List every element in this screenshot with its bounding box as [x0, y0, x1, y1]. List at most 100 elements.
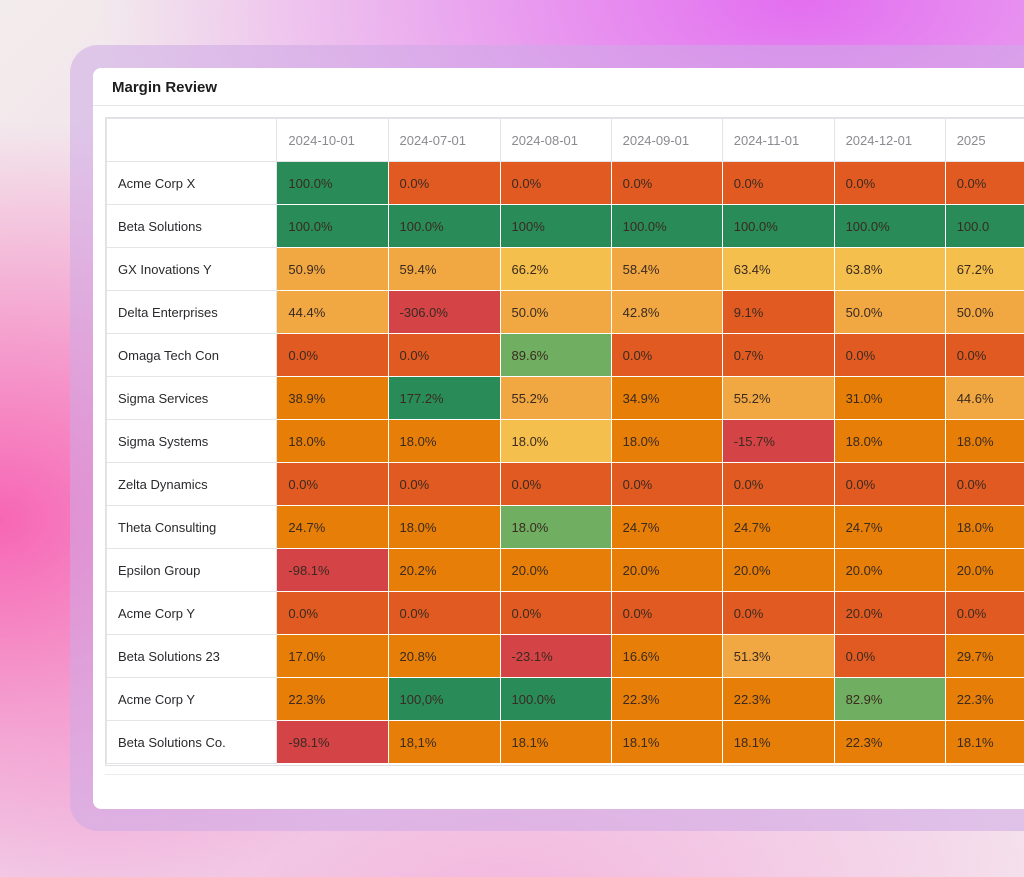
heatmap-cell: 18.0%: [610, 419, 723, 463]
heatmap-cell: 38.9%: [276, 376, 389, 420]
table-row: Omaga Tech Con 0.0% 0.0% 89.6% 0.0% 0.7% 0.0% 0…: [106, 333, 1024, 377]
heatmap-cell: -98.1%: [276, 548, 389, 592]
heatmap-cell: 18,1%: [387, 720, 501, 764]
heatmap-cell: 0.0%: [721, 591, 835, 635]
heatmap-cell: 44.6%: [944, 376, 1024, 420]
heatmap-cell: 50.0%: [499, 290, 612, 334]
heatmap-cell: 24.7%: [610, 505, 723, 549]
heatmap-cell: 18.0%: [499, 505, 612, 549]
table-row: Acme Corp X 100.0% 0.0% 0.0% 0.0% 0.0% 0.0% 0.0…: [106, 161, 1024, 205]
heatmap-cell: 0.0%: [499, 161, 612, 205]
table-row: Sigma Systems 18.0% 18.0% 18.0% 18.0% -15.7% 1…: [106, 419, 1024, 463]
heatmap-cell: 24.7%: [721, 505, 835, 549]
heatmap-cell: 51.3%: [721, 634, 835, 678]
heatmap-cell: -23.1%: [499, 634, 612, 678]
heatmap-cell: 0.0%: [721, 462, 835, 506]
heatmap-cell: 0.0%: [610, 333, 723, 377]
row-label: Zelta Dynamics: [106, 462, 278, 506]
heatmap-cell: -15.7%: [721, 419, 835, 463]
heatmap-cell: 55.2%: [499, 376, 612, 420]
column-header[interactable]: 2025: [944, 118, 1024, 162]
row-label: Epsilon Group: [106, 548, 278, 592]
row-label: Delta Enterprises: [106, 290, 278, 334]
heatmap-cell: 0.0%: [610, 161, 723, 205]
heatmap-cell: 82.9%: [833, 677, 946, 721]
heatmap-cell: 17.0%: [276, 634, 389, 678]
heatmap-cell: 50.0%: [944, 290, 1024, 334]
heatmap-cell: 100.0%: [610, 204, 723, 248]
heatmap-cell: 55.2%: [721, 376, 835, 420]
margin-review-card: Margin Review 2024-10-01 2024-07-01 2024-0…: [93, 68, 1024, 809]
heatmap-cell: 67.2%: [944, 247, 1024, 291]
column-header[interactable]: 2024-12-01: [833, 118, 946, 162]
heatmap-cell: 18.0%: [833, 419, 946, 463]
heatmap-cell: 29.7%: [944, 634, 1024, 678]
heatmap-cell: 0.0%: [833, 333, 946, 377]
heatmap-cell: 20.0%: [499, 548, 612, 592]
heatmap-cell: 0.0%: [387, 161, 501, 205]
heatmap-cell: 66.2%: [499, 247, 612, 291]
heatmap-cell: 63.8%: [833, 247, 946, 291]
heatmap-cell: 100.0: [944, 204, 1024, 248]
heatmap-cell: 100.0%: [721, 204, 835, 248]
heatmap-cell: 18.1%: [944, 720, 1024, 764]
table-row: GX Inovations Y 50.9% 59.4% 66.2% 58.4% 63.4%…: [106, 247, 1024, 291]
heatmap-cell: 0.0%: [944, 591, 1024, 635]
heatmap-cell: 0.0%: [721, 161, 835, 205]
row-label: Omaga Tech Con: [106, 333, 278, 377]
heatmap-cell: 0.0%: [833, 634, 946, 678]
header-row: 2024-10-01 2024-07-01 2024-08-01 2024-09-01…: [106, 118, 1024, 162]
heatmap-cell: 0.0%: [276, 462, 389, 506]
heatmap-cell: 20.0%: [610, 548, 723, 592]
heatmap-cell: 100%: [499, 204, 612, 248]
heatmap-cell: 0.0%: [387, 591, 501, 635]
heatmap-cell: 89.6%: [499, 333, 612, 377]
row-label: Beta Solutions Co.: [106, 720, 278, 764]
heatmap-cell: 16.6%: [610, 634, 723, 678]
column-header[interactable]: 2024-07-01: [387, 118, 501, 162]
heatmap-cell: 0.0%: [610, 591, 723, 635]
column-header[interactable]: 2024-08-01: [499, 118, 612, 162]
heatmap-cell: 24.7%: [833, 505, 946, 549]
heatmap-cell: 177.2%: [387, 376, 501, 420]
heatmap-cell: 24.7%: [276, 505, 389, 549]
heatmap-cell: 20.8%: [387, 634, 501, 678]
divider: [105, 774, 1024, 775]
table-row: Epsilon Group -98.1% 20.2% 20.0% 20.0% 20.0% 2…: [106, 548, 1024, 592]
table-row: Delta Enterprises 44.4% -306.0% 50.0% 42.8% 9…: [106, 290, 1024, 334]
table-row: Beta Solutions 100.0% 100.0% 100% 100.0% 100.…: [106, 204, 1024, 248]
heatmap-cell: 63.4%: [721, 247, 835, 291]
heatmap-cell: 50.9%: [276, 247, 389, 291]
heatmap-cell: 0.0%: [499, 591, 612, 635]
row-label: Beta Solutions 23: [106, 634, 278, 678]
row-label: Beta Solutions: [106, 204, 278, 248]
column-header-name[interactable]: [106, 118, 278, 162]
heatmap-cell: 22.3%: [276, 677, 389, 721]
heatmap-cell: 100.0%: [833, 204, 946, 248]
heatmap-cell: 18.0%: [944, 505, 1024, 549]
table-scroll-container[interactable]: 2024-10-01 2024-07-01 2024-08-01 2024-09-01…: [105, 117, 1024, 766]
table-row: Beta Solutions Co. -98.1% 18,1% 18.1% 18.1% 1…: [106, 720, 1024, 764]
heatmap-cell: 18.0%: [276, 419, 389, 463]
column-header[interactable]: 2024-09-01: [610, 118, 723, 162]
column-header[interactable]: 2024-11-01: [721, 118, 835, 162]
heatmap-cell: 18.0%: [944, 419, 1024, 463]
heatmap-cell: 0.0%: [387, 462, 501, 506]
heatmap-cell: 20.0%: [721, 548, 835, 592]
row-label: Acme Corp Y: [106, 591, 278, 635]
heatmap-cell: 18.1%: [499, 720, 612, 764]
heatmap-cell: 20.2%: [387, 548, 501, 592]
heatmap-cell: -306.0%: [387, 290, 501, 334]
heatmap-cell: 0.0%: [499, 462, 612, 506]
heatmap-cell: 59.4%: [387, 247, 501, 291]
heatmap-cell: 18.1%: [721, 720, 835, 764]
table-row: Zelta Dynamics 0.0% 0.0% 0.0% 0.0% 0.0% 0.0% 0.…: [106, 462, 1024, 506]
heatmap-cell: 0.7%: [721, 333, 835, 377]
heatmap-cell: 18.1%: [610, 720, 723, 764]
page-title: Margin Review: [112, 79, 218, 96]
row-label: Acme Corp Y: [106, 677, 278, 721]
column-header[interactable]: 2024-10-01: [276, 118, 389, 162]
heatmap-cell: 0.0%: [944, 462, 1024, 506]
heatmap-cell: 31.0%: [833, 376, 946, 420]
heatmap-cell: 9.1%: [721, 290, 835, 334]
